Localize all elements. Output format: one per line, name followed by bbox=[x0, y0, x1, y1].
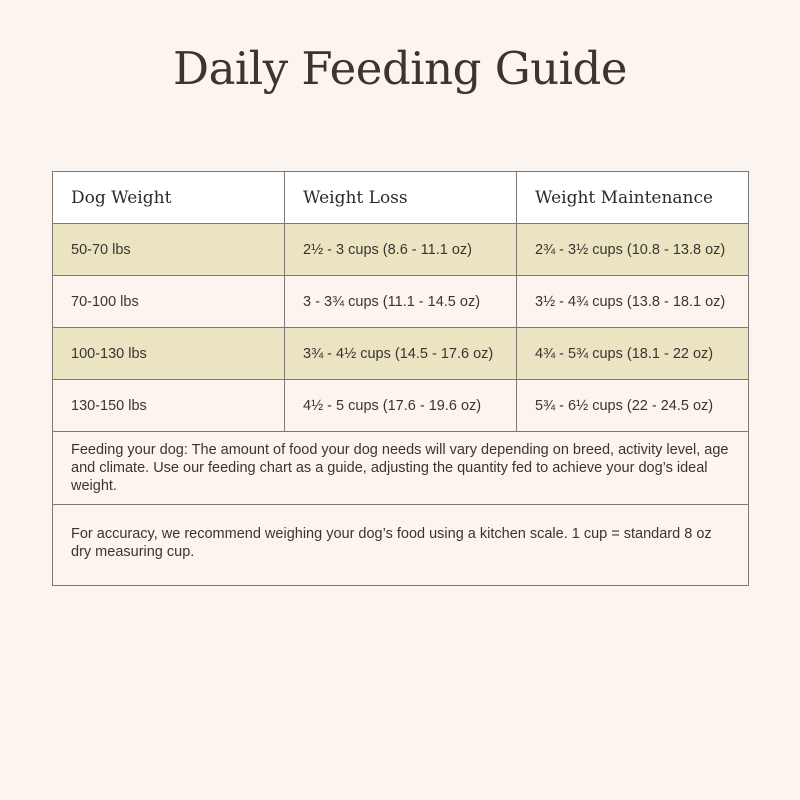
table-row: 100-130 lbs 3¾ - 4½ cups (14.5 - 17.6 oz… bbox=[52, 327, 749, 380]
table-row: 50-70 lbs 2½ - 3 cups (8.6 - 11.1 oz) 2¾… bbox=[52, 223, 749, 276]
feeding-guide-table: Dog Weight Weight Loss Weight Maintenanc… bbox=[52, 171, 749, 586]
feeding-note: Feeding your dog: The amount of food you… bbox=[52, 431, 749, 505]
dog-weight-cell: 70-100 lbs bbox=[52, 275, 285, 328]
weight-maintenance-cell: 3½ - 4¾ cups (13.8 - 18.1 oz) bbox=[516, 275, 749, 328]
table-row: 70-100 lbs 3 - 3¾ cups (11.1 - 14.5 oz) … bbox=[52, 275, 749, 328]
column-header-dog-weight: Dog Weight bbox=[52, 171, 285, 224]
weight-loss-cell: 3 - 3¾ cups (11.1 - 14.5 oz) bbox=[284, 275, 517, 328]
note-row: For accuracy, we recommend weighing your… bbox=[52, 504, 749, 586]
weight-maintenance-cell: 4¾ - 5¾ cups (18.1 - 22 oz) bbox=[516, 327, 749, 380]
accuracy-note: For accuracy, we recommend weighing your… bbox=[52, 504, 749, 586]
note-row: Feeding your dog: The amount of food you… bbox=[52, 431, 749, 505]
weight-loss-cell: 2½ - 3 cups (8.6 - 11.1 oz) bbox=[284, 223, 517, 276]
weight-loss-cell: 4½ - 5 cups (17.6 - 19.6 oz) bbox=[284, 379, 517, 432]
dog-weight-cell: 100-130 lbs bbox=[52, 327, 285, 380]
table-header-row: Dog Weight Weight Loss Weight Maintenanc… bbox=[52, 171, 749, 224]
column-header-weight-loss: Weight Loss bbox=[284, 171, 517, 224]
weight-maintenance-cell: 2¾ - 3½ cups (10.8 - 13.8 oz) bbox=[516, 223, 749, 276]
weight-maintenance-cell: 5¾ - 6½ cups (22 - 24.5 oz) bbox=[516, 379, 749, 432]
dog-weight-cell: 50-70 lbs bbox=[52, 223, 285, 276]
dog-weight-cell: 130-150 lbs bbox=[52, 379, 285, 432]
table-row: 130-150 lbs 4½ - 5 cups (17.6 - 19.6 oz)… bbox=[52, 379, 749, 432]
column-header-weight-maintenance: Weight Maintenance bbox=[516, 171, 749, 224]
page-title: Daily Feeding Guide bbox=[173, 42, 628, 95]
weight-loss-cell: 3¾ - 4½ cups (14.5 - 17.6 oz) bbox=[284, 327, 517, 380]
